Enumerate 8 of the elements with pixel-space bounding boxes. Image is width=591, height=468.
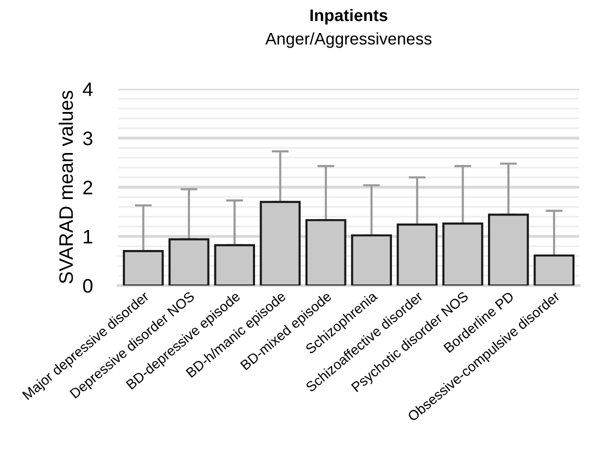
y-tick-label: 0 <box>83 278 92 293</box>
y-axis-title: SVARAD mean values <box>58 90 73 284</box>
y-tick-label: 4 <box>82 82 93 96</box>
y-tick-label: 1 <box>84 230 92 244</box>
chart-subtitle: Anger/Aggressiveness <box>265 32 432 48</box>
y-tick-label: 2 <box>83 180 92 194</box>
y-tick-label: 3 <box>83 132 92 146</box>
chart-title: Inpatients <box>310 8 388 25</box>
